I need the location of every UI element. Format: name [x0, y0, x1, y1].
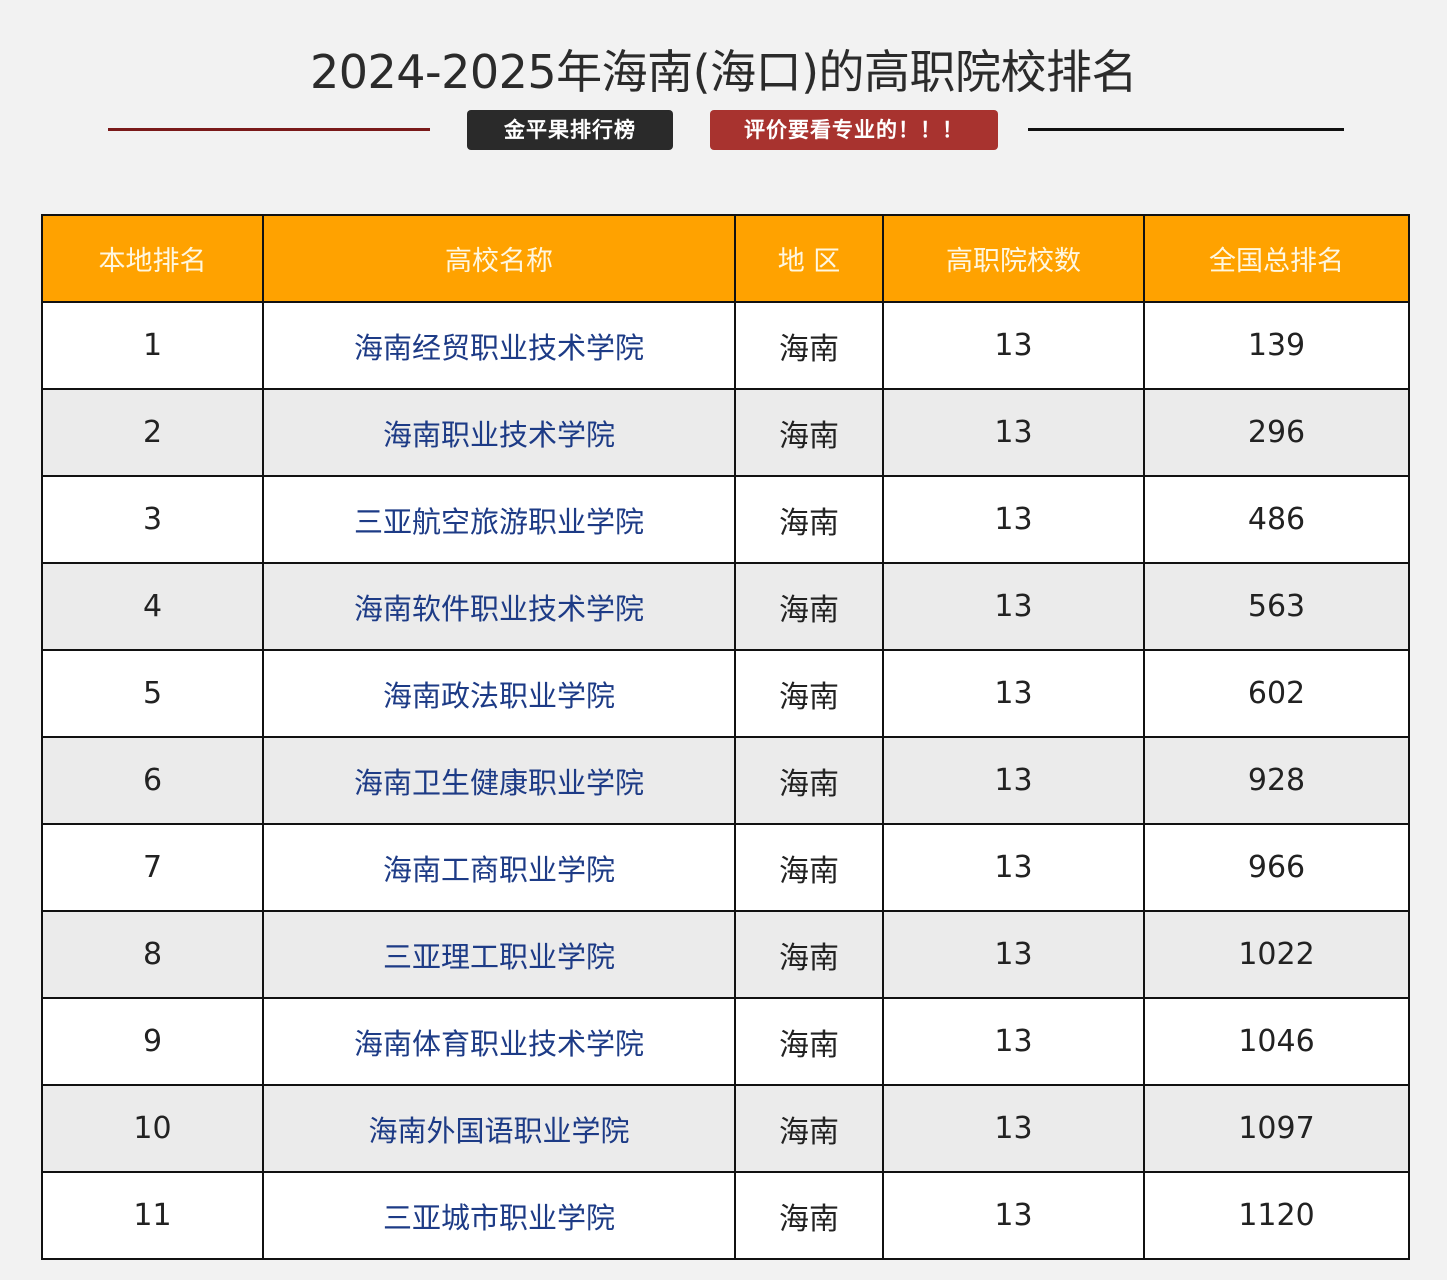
local-rank-cell: 2	[41, 388, 264, 477]
region-cell: 海南	[734, 1084, 884, 1173]
region-cell: 海南	[734, 736, 884, 825]
table-row: 11 三亚城市职业学院 海南 13 1120	[41, 1171, 1410, 1260]
local-rank-cell: 8	[41, 910, 264, 999]
col-header-local-rank: 本地排名	[41, 214, 264, 303]
table-header-row: 本地排名 高校名称 地 区 高职院校数 全国总排名	[41, 214, 1410, 303]
region-cell: 海南	[734, 301, 884, 390]
school-count-cell: 13	[882, 736, 1145, 825]
school-name-link[interactable]: 三亚理工职业学院	[262, 910, 736, 999]
notice-badge: 评价要看专业的！！！	[710, 110, 998, 150]
table-row: 3 三亚航空旅游职业学院 海南 13 486	[41, 475, 1410, 564]
national-rank-cell: 1022	[1143, 910, 1410, 999]
school-name-link[interactable]: 海南政法职业学院	[262, 649, 736, 738]
table-row: 8 三亚理工职业学院 海南 13 1022	[41, 910, 1410, 999]
national-rank-cell: 1120	[1143, 1171, 1410, 1260]
school-count-cell: 13	[882, 1084, 1145, 1173]
table-row: 5 海南政法职业学院 海南 13 602	[41, 649, 1410, 738]
local-rank-cell: 3	[41, 475, 264, 564]
school-name-link[interactable]: 海南卫生健康职业学院	[262, 736, 736, 825]
col-header-national-rank: 全国总排名	[1143, 214, 1410, 303]
local-rank-cell: 7	[41, 823, 264, 912]
divider-left	[108, 128, 430, 131]
school-count-cell: 13	[882, 649, 1145, 738]
col-header-school-name: 高校名称	[262, 214, 736, 303]
national-rank-cell: 139	[1143, 301, 1410, 390]
school-name-link[interactable]: 海南工商职业学院	[262, 823, 736, 912]
table-row: 2 海南职业技术学院 海南 13 296	[41, 388, 1410, 477]
local-rank-cell: 10	[41, 1084, 264, 1173]
school-count-cell: 13	[882, 1171, 1145, 1260]
region-cell: 海南	[734, 997, 884, 1086]
national-rank-cell: 1097	[1143, 1084, 1410, 1173]
school-count-cell: 13	[882, 997, 1145, 1086]
school-count-cell: 13	[882, 388, 1145, 477]
local-rank-cell: 6	[41, 736, 264, 825]
national-rank-cell: 296	[1143, 388, 1410, 477]
school-count-cell: 13	[882, 301, 1145, 390]
region-cell: 海南	[734, 823, 884, 912]
school-name-link[interactable]: 三亚航空旅游职业学院	[262, 475, 736, 564]
region-cell: 海南	[734, 388, 884, 477]
local-rank-cell: 9	[41, 997, 264, 1086]
national-rank-cell: 602	[1143, 649, 1410, 738]
region-cell: 海南	[734, 910, 884, 999]
ranking-source-badge: 金平果排行榜	[467, 110, 673, 150]
col-header-region: 地 区	[734, 214, 884, 303]
school-count-cell: 13	[882, 823, 1145, 912]
region-cell: 海南	[734, 649, 884, 738]
national-rank-cell: 486	[1143, 475, 1410, 564]
ranking-table: 本地排名 高校名称 地 区 高职院校数 全国总排名 1 海南经贸职业技术学院 海南 1…	[41, 214, 1410, 1260]
school-count-cell: 13	[882, 562, 1145, 651]
local-rank-cell: 1	[41, 301, 264, 390]
national-rank-cell: 966	[1143, 823, 1410, 912]
national-rank-cell: 1046	[1143, 997, 1410, 1086]
table-row: 6 海南卫生健康职业学院 海南 13 928	[41, 736, 1410, 825]
school-count-cell: 13	[882, 910, 1145, 999]
school-name-link[interactable]: 三亚城市职业学院	[262, 1171, 736, 1260]
school-name-link[interactable]: 海南经贸职业技术学院	[262, 301, 736, 390]
table-row: 1 海南经贸职业技术学院 海南 13 139	[41, 301, 1410, 390]
school-name-link[interactable]: 海南体育职业技术学院	[262, 997, 736, 1086]
col-header-school-count: 高职院校数	[882, 214, 1145, 303]
school-count-cell: 13	[882, 475, 1145, 564]
school-name-link[interactable]: 海南职业技术学院	[262, 388, 736, 477]
region-cell: 海南	[734, 475, 884, 564]
local-rank-cell: 5	[41, 649, 264, 738]
school-name-link[interactable]: 海南软件职业技术学院	[262, 562, 736, 651]
local-rank-cell: 11	[41, 1171, 264, 1260]
national-rank-cell: 563	[1143, 562, 1410, 651]
table-row: 7 海南工商职业学院 海南 13 966	[41, 823, 1410, 912]
school-name-link[interactable]: 海南外国语职业学院	[262, 1084, 736, 1173]
national-rank-cell: 928	[1143, 736, 1410, 825]
local-rank-cell: 4	[41, 562, 264, 651]
page-title: 2024-2025年海南(海口)的高职院校排名	[309, 45, 1138, 99]
table-row: 10 海南外国语职业学院 海南 13 1097	[41, 1084, 1410, 1173]
table-row: 4 海南软件职业技术学院 海南 13 563	[41, 562, 1410, 651]
table-row: 9 海南体育职业技术学院 海南 13 1046	[41, 997, 1410, 1086]
region-cell: 海南	[734, 562, 884, 651]
divider-right	[1028, 128, 1344, 131]
region-cell: 海南	[734, 1171, 884, 1260]
